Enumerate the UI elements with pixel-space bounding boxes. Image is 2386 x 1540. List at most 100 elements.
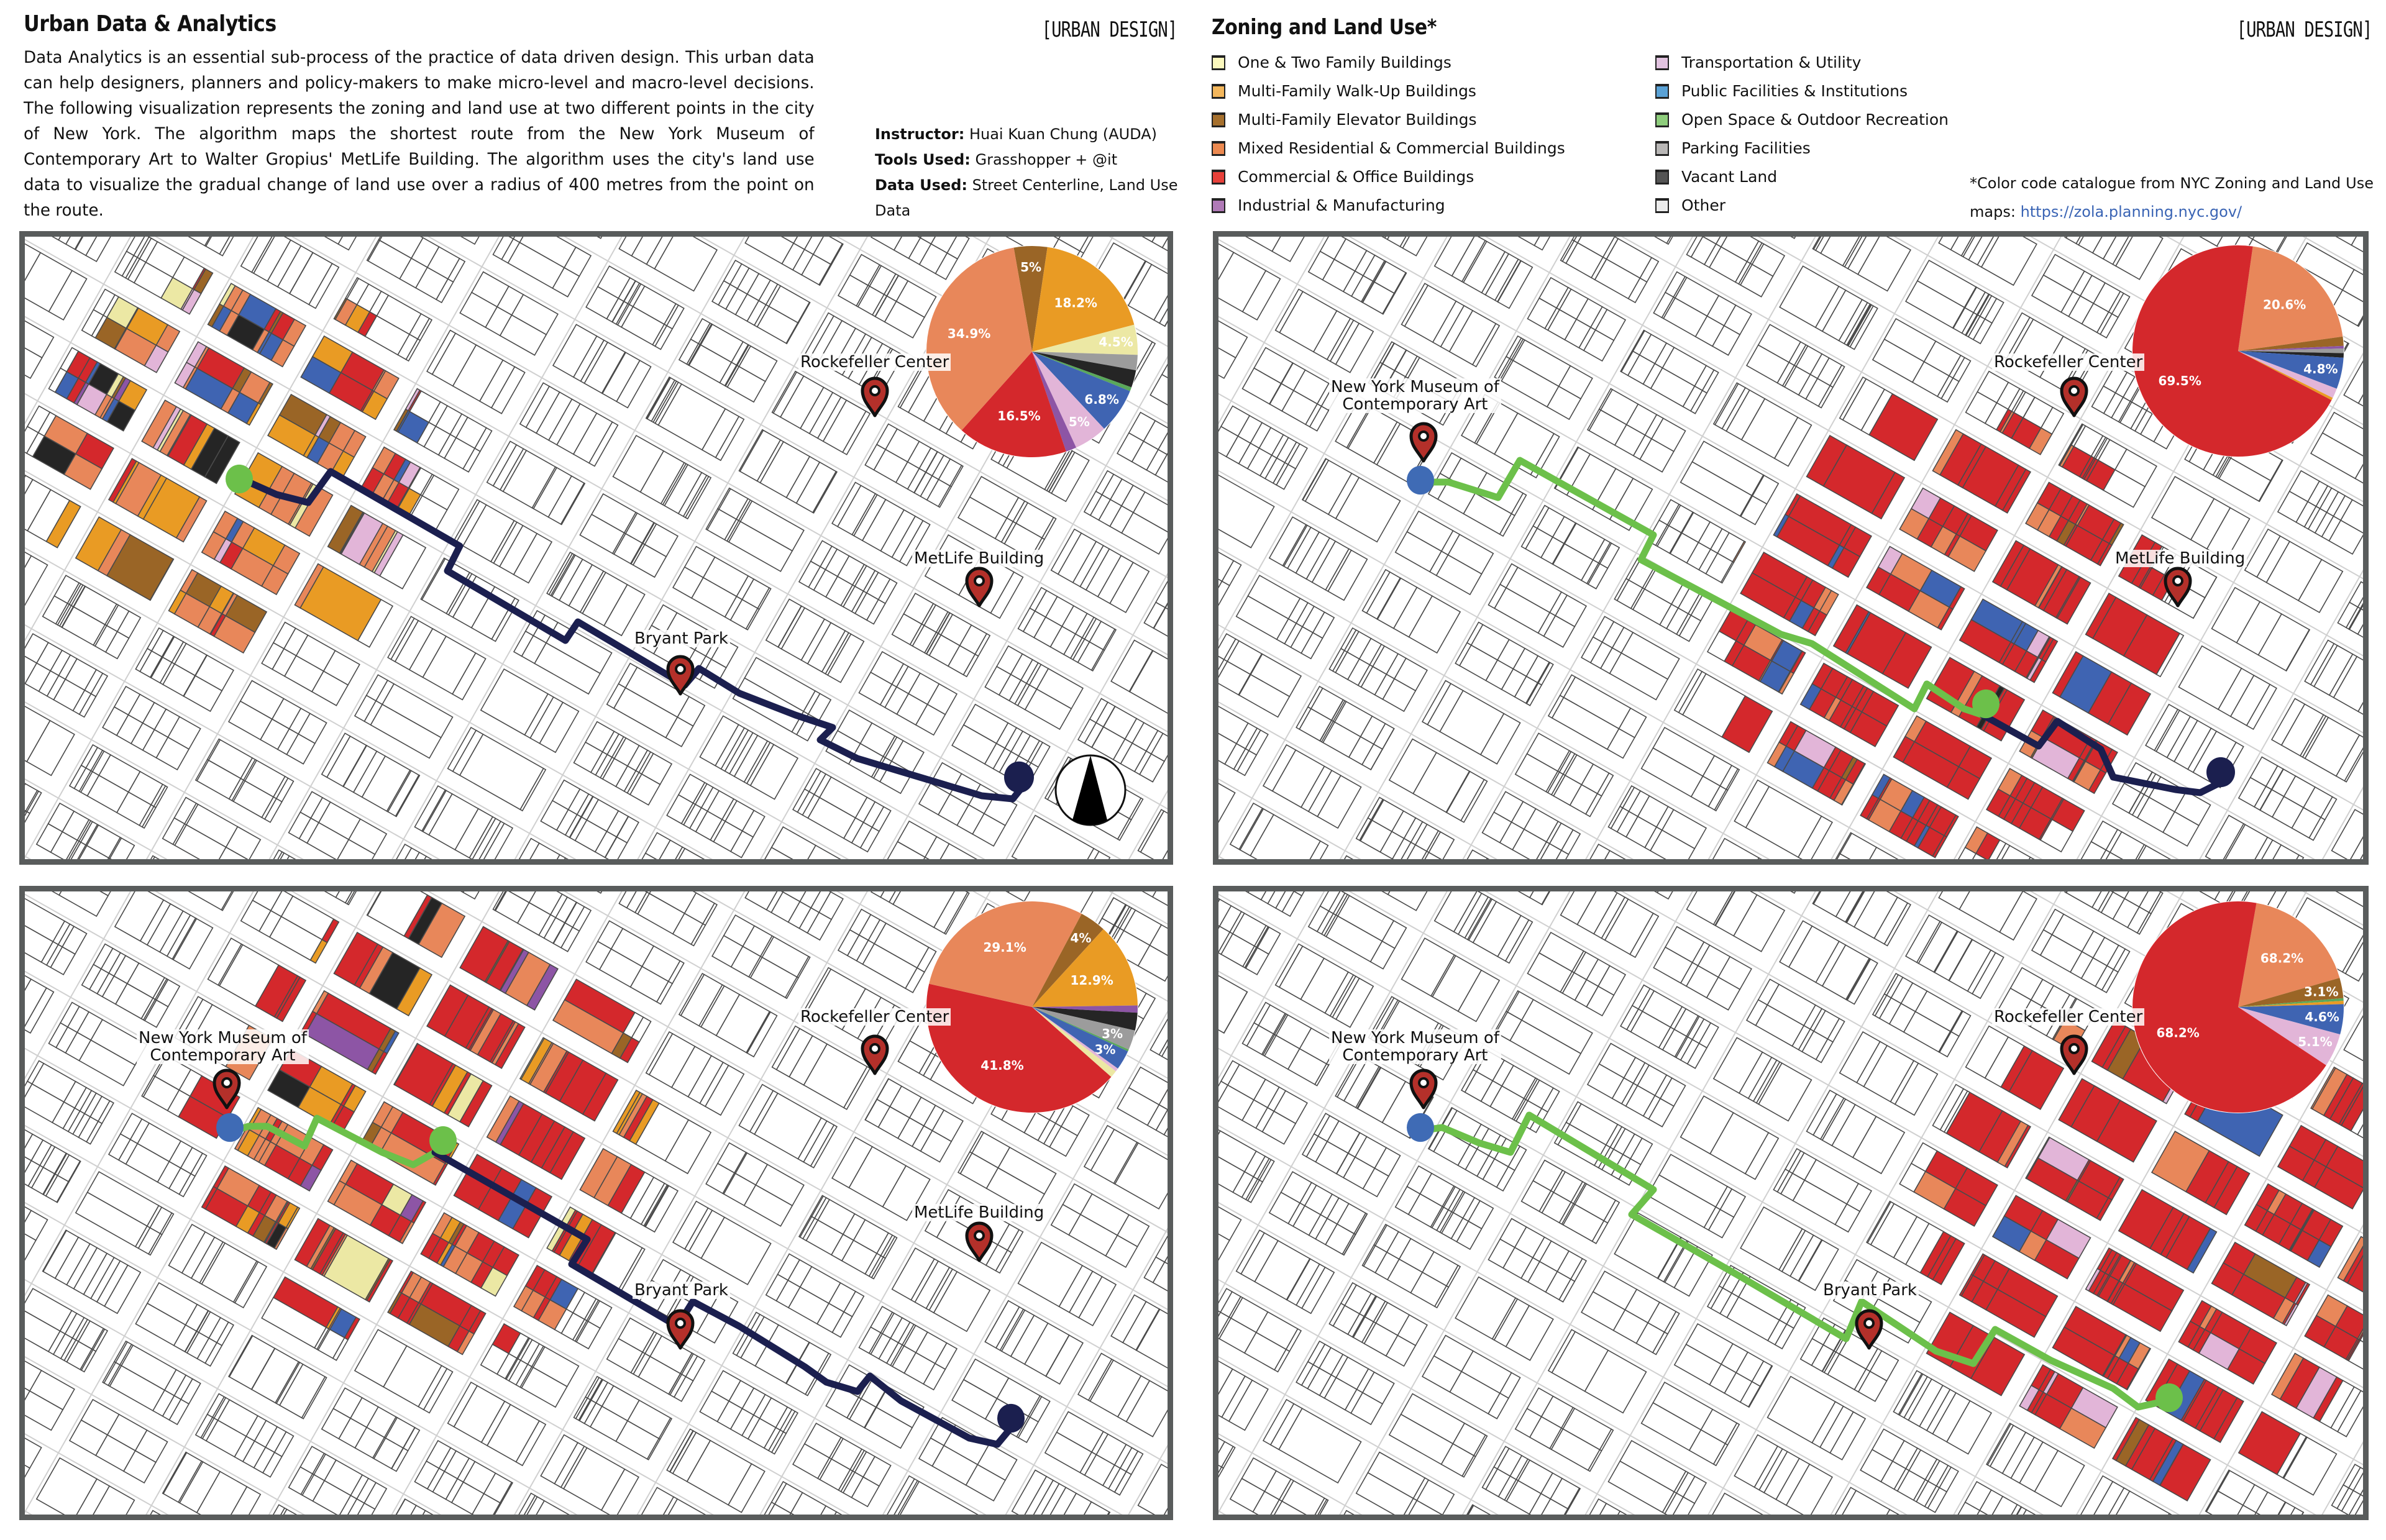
parcel bbox=[2224, 824, 2269, 859]
parcel bbox=[2357, 701, 2363, 715]
parcel bbox=[2341, 268, 2363, 303]
parcel bbox=[1471, 322, 1501, 368]
legend-swatch bbox=[1655, 55, 1669, 70]
street-line bbox=[25, 891, 254, 1296]
parcel bbox=[346, 891, 357, 906]
street-line bbox=[1218, 237, 1571, 859]
parcel bbox=[1300, 632, 1323, 660]
origin-point[interactable] bbox=[1407, 465, 1434, 495]
land-use-parcel bbox=[2107, 682, 2152, 736]
legend-label: Other bbox=[1681, 196, 1726, 214]
parcel bbox=[1125, 1380, 1168, 1437]
route-progress-point[interactable] bbox=[1972, 689, 2000, 719]
legend-label: Commercial & Office Buildings bbox=[1238, 168, 1474, 186]
label-rockefeller-center: Rockefeller Center bbox=[1992, 353, 2145, 371]
parcel bbox=[654, 237, 718, 292]
parcel bbox=[1139, 753, 1165, 783]
land-use-parcel bbox=[299, 1164, 322, 1192]
parcel bbox=[656, 980, 674, 1005]
parcel bbox=[1720, 561, 1735, 584]
parcel bbox=[1218, 474, 1275, 549]
land-use-parcel bbox=[175, 496, 208, 543]
parcel bbox=[218, 846, 249, 859]
parcel bbox=[2205, 814, 2245, 859]
route-progress-point[interactable] bbox=[226, 464, 253, 494]
parcel bbox=[1466, 849, 1488, 859]
land-use-parcel bbox=[178, 1095, 229, 1139]
map-panel-3[interactable]: 4% 12.9% 3% 3% 41.8% 29.1% New York Museum of C… bbox=[19, 886, 1173, 1520]
land-use-legend: One & Two Family Buildings Multi-Family W… bbox=[1212, 53, 2082, 221]
parcel bbox=[2137, 845, 2172, 859]
section-tag-left: [URBAN DESIGN] bbox=[1041, 17, 1178, 42]
parcel bbox=[2340, 499, 2363, 534]
map-pin-icon[interactable] bbox=[2059, 376, 2089, 418]
parcel bbox=[728, 1463, 766, 1513]
land-use-parcel bbox=[549, 1131, 586, 1180]
parcel bbox=[728, 521, 793, 572]
parcel bbox=[534, 642, 601, 695]
parcel bbox=[405, 338, 421, 362]
destination-point[interactable] bbox=[1004, 761, 1034, 793]
zola-link[interactable]: https://zola.planning.nyc.gov/ bbox=[2020, 203, 2242, 221]
street-line bbox=[25, 547, 577, 859]
parcel bbox=[1587, 563, 1609, 590]
parcel bbox=[25, 555, 48, 606]
land-use-parcel bbox=[396, 967, 433, 1017]
parcel bbox=[1940, 377, 1960, 403]
parcel bbox=[1543, 615, 1576, 648]
parcel bbox=[1401, 841, 1417, 859]
parcel bbox=[704, 1064, 745, 1116]
parcel bbox=[871, 1256, 886, 1280]
land-use-parcel bbox=[106, 400, 136, 432]
parcel bbox=[518, 837, 540, 859]
map-panel-2[interactable]: 20.6% 4.8% 69.5% New York Museum of Contempo… bbox=[1213, 231, 2369, 865]
land-use-pie-chart: 20.6% 4.8% 69.5% bbox=[2132, 245, 2344, 457]
pie-slice bbox=[1032, 352, 1136, 388]
parcel bbox=[337, 237, 357, 251]
map-pin-icon[interactable] bbox=[964, 566, 994, 608]
parcels bbox=[1218, 237, 2363, 859]
parcel bbox=[1241, 270, 1281, 321]
map-panel-1[interactable]: 5% 18.2% 4.5% 6.8% 5% 16.5% 34.9% Rockefeller C… bbox=[19, 231, 1173, 865]
meta-value: Huai Kuan Chung (AUDA) bbox=[969, 125, 1157, 143]
street-line bbox=[155, 237, 1168, 810]
parcel bbox=[25, 1129, 34, 1149]
parcel bbox=[536, 1500, 570, 1515]
parcel bbox=[935, 252, 959, 280]
legend-swatch bbox=[1212, 55, 1225, 70]
parcel bbox=[1137, 1464, 1168, 1515]
land-use-parcel bbox=[149, 558, 175, 601]
parcel bbox=[807, 911, 833, 941]
street-line bbox=[1585, 237, 1939, 859]
parcel bbox=[204, 1342, 223, 1367]
legend-item: Open Space & Outdoor Recreation bbox=[1655, 111, 1949, 129]
land-use-parcel bbox=[213, 615, 256, 654]
parcel bbox=[729, 830, 754, 859]
map-pin-icon[interactable] bbox=[1409, 421, 1438, 463]
map-pin-icon[interactable] bbox=[860, 376, 890, 418]
parcel bbox=[2258, 480, 2272, 503]
land-use-parcel bbox=[1807, 610, 1828, 637]
parcel bbox=[168, 1398, 190, 1426]
route-remaining bbox=[1979, 711, 2223, 796]
land-use-parcel bbox=[494, 1023, 526, 1069]
parcel bbox=[306, 822, 350, 859]
parcel bbox=[768, 1503, 792, 1515]
parcel bbox=[920, 1129, 953, 1163]
parcel bbox=[48, 270, 88, 321]
map-pin-icon[interactable] bbox=[665, 654, 695, 696]
parcel bbox=[1589, 843, 1611, 859]
street-line bbox=[1462, 237, 1816, 859]
parcel bbox=[556, 854, 567, 859]
parcel bbox=[2360, 854, 2363, 859]
parcel bbox=[1382, 293, 1396, 315]
parcel bbox=[1218, 347, 1236, 380]
street-line bbox=[25, 239, 1122, 859]
parcel bbox=[490, 366, 526, 414]
meta-key: Data Used: bbox=[875, 176, 967, 194]
parcel bbox=[972, 813, 1006, 847]
parcel bbox=[1051, 451, 1090, 503]
parcel bbox=[2115, 237, 2164, 280]
map-pin-icon[interactable] bbox=[2163, 566, 2193, 608]
destination-point[interactable] bbox=[2206, 757, 2235, 788]
